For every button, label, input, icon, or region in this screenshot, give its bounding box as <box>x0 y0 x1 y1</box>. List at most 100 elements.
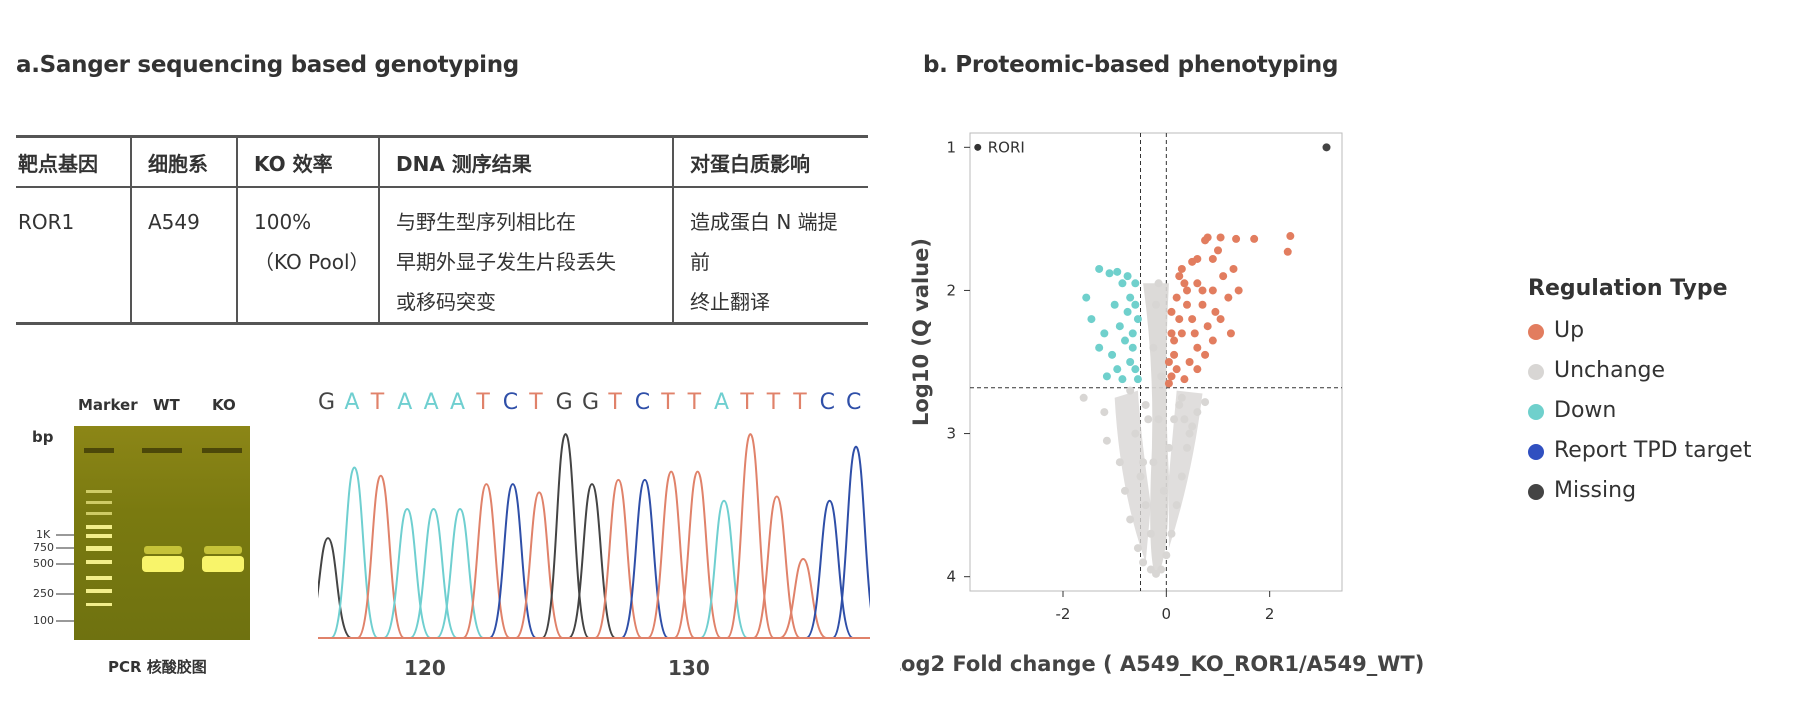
genotyping-table: 靶点基因 细胞系 KO 效率 DNA 测序结果 对蛋白质影响 ROR1 A549… <box>16 135 868 325</box>
legend-swatch <box>1528 444 1544 460</box>
down-point <box>1126 293 1135 302</box>
header-dna-result: DNA 测序结果 <box>379 135 674 188</box>
legend-title: Regulation Type <box>1528 276 1728 301</box>
unchanged-point <box>1172 501 1181 510</box>
down-point <box>1113 365 1122 374</box>
unchanged-point <box>1157 372 1166 381</box>
sequence-base: C <box>502 390 519 415</box>
cell-gene: ROR1 <box>16 187 132 325</box>
sequence-base: T <box>661 390 675 415</box>
chromatogram-trace <box>318 433 870 639</box>
up-point <box>1167 307 1176 316</box>
up-point <box>1177 264 1186 273</box>
down-point <box>1095 264 1104 273</box>
unchanged-point <box>1139 458 1148 467</box>
up-point <box>1198 286 1207 295</box>
unchanged-point <box>1162 551 1171 560</box>
unchanged-point <box>1164 443 1173 452</box>
sequence-base: G <box>582 390 600 415</box>
down-point <box>1131 279 1140 288</box>
unchanged-point <box>1079 393 1088 402</box>
up-point <box>1283 247 1292 256</box>
chromatogram-peak <box>541 433 590 639</box>
up-point <box>1216 233 1225 242</box>
unchanged-point <box>1177 393 1186 402</box>
header-ko-efficiency: KO 效率 <box>237 135 380 188</box>
down-point <box>1118 375 1127 384</box>
up-point <box>1180 279 1189 288</box>
ko-efficiency-value: 100% <box>254 210 312 234</box>
ladder-bands <box>86 490 112 606</box>
up-point <box>1183 300 1191 309</box>
up-point <box>1203 322 1212 331</box>
up-point <box>1193 343 1202 352</box>
legend-label: Up <box>1554 318 1585 343</box>
x-tick-label: -2 <box>1056 605 1071 623</box>
sequence-base: A <box>397 390 413 415</box>
up-point <box>1224 293 1233 302</box>
cell-dna-result: 与野生型序列相比在 早期外显子发生片段丢失 或移码突变 <box>379 187 674 325</box>
unchanged-point <box>1144 415 1153 424</box>
down-point <box>1082 293 1091 302</box>
x-tick-label: 2 <box>1265 605 1275 623</box>
up-point <box>1167 372 1176 381</box>
unchanged-point <box>1170 415 1179 424</box>
up-point <box>1164 379 1173 388</box>
chromatogram-peak <box>726 433 775 639</box>
down-point <box>1131 300 1140 309</box>
unchanged-point <box>1154 415 1163 424</box>
panel-a-title: a.Sanger sequencing based genotyping <box>16 52 519 78</box>
ko-efficiency-pool: （KO Pool） <box>254 250 370 274</box>
up-point <box>1177 329 1186 338</box>
ror1-annotation: RORI <box>988 138 1025 156</box>
unchanged-point <box>1133 544 1142 553</box>
sequence-base: C <box>634 390 651 415</box>
down-point <box>1095 343 1104 352</box>
down-point <box>1108 350 1117 359</box>
sequence-base: C <box>846 390 862 415</box>
up-point <box>1183 286 1191 295</box>
unchanged-point <box>1167 529 1176 538</box>
sequence-base: T <box>687 390 702 415</box>
up-point <box>1211 307 1220 316</box>
gel-wells <box>84 448 242 453</box>
ladder-label-250: 250 <box>33 587 54 600</box>
down-point <box>1128 329 1137 338</box>
up-point <box>1234 286 1243 295</box>
sequence-base: A <box>714 390 730 415</box>
unchanged-point <box>1188 422 1197 431</box>
up-point <box>1232 234 1241 243</box>
up-point <box>1172 293 1181 302</box>
unchanged-point <box>1149 343 1158 352</box>
up-point <box>1229 264 1238 273</box>
down-point <box>1131 365 1140 374</box>
unchanged-point <box>1175 400 1184 409</box>
unchanged-point <box>1152 300 1160 309</box>
sequence-base: G <box>555 390 573 415</box>
up-point <box>1208 336 1217 345</box>
up-point <box>1175 272 1184 281</box>
y-tick-label: 3 <box>946 425 956 443</box>
unchanged-point <box>1185 429 1194 438</box>
down-point <box>1102 372 1111 381</box>
up-point <box>1193 279 1202 288</box>
legend-swatch <box>1528 324 1544 340</box>
up-point <box>1216 315 1225 324</box>
up-point <box>1219 272 1228 281</box>
up-point <box>1286 232 1295 241</box>
gel-unit-label: bp <box>32 428 54 446</box>
sequence-base: A <box>423 390 439 415</box>
up-point <box>1198 300 1207 309</box>
sequence-base: T <box>740 390 754 415</box>
up-point <box>1208 286 1217 295</box>
down-point <box>1110 300 1119 309</box>
protein-effect-line: 终止翻译 <box>690 290 770 314</box>
up-point <box>1201 350 1210 359</box>
unchanged-point <box>1121 486 1129 495</box>
sequence-base: G <box>318 390 336 415</box>
dna-result-line: 早期外显子发生片段丢失 <box>396 250 616 274</box>
sequence-base: T <box>476 390 490 415</box>
chromatogram-peak <box>514 491 564 639</box>
up-point <box>1250 234 1259 243</box>
sample-bands <box>142 546 244 572</box>
